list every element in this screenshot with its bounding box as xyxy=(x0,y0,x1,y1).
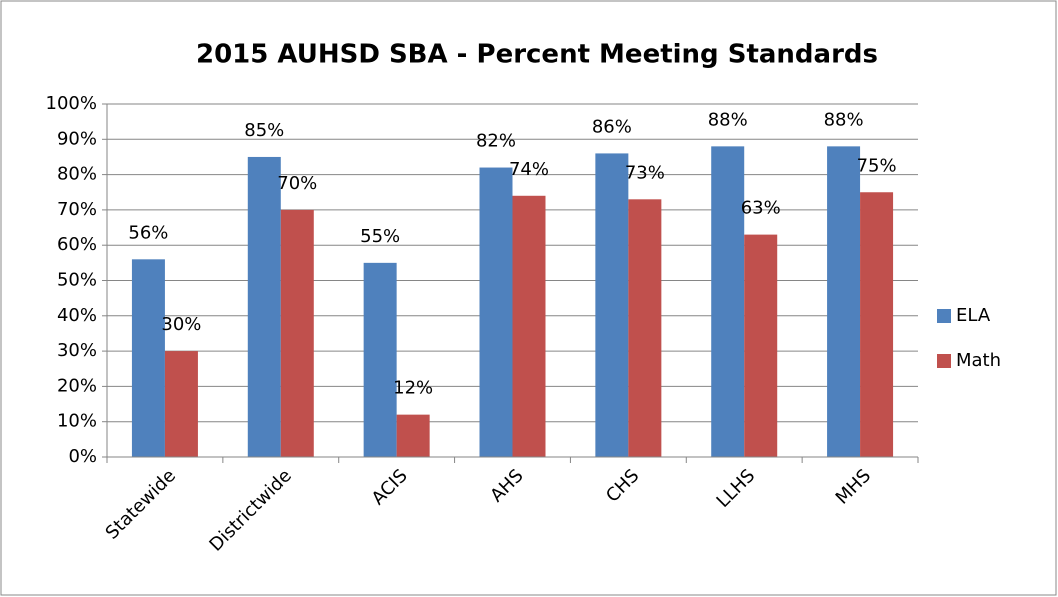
data-label: 85% xyxy=(244,120,284,141)
data-label: 12% xyxy=(393,378,433,399)
y-tick-label: 90% xyxy=(57,128,97,149)
bar xyxy=(247,156,281,457)
y-tick-label: 50% xyxy=(57,270,97,291)
y-tick-label: 20% xyxy=(57,375,97,396)
legend-label: ELA xyxy=(956,305,991,326)
data-label: 63% xyxy=(741,198,781,219)
data-label: 82% xyxy=(476,131,516,152)
data-label: 86% xyxy=(592,116,632,137)
bar xyxy=(131,259,165,457)
data-label: 56% xyxy=(128,222,168,243)
y-tick-label: 40% xyxy=(57,305,97,326)
data-label: 30% xyxy=(161,314,201,335)
y-tick-label: 30% xyxy=(57,340,97,361)
y-tick-label: 10% xyxy=(57,411,97,432)
data-label: 88% xyxy=(708,109,748,130)
bar xyxy=(595,153,629,458)
bar xyxy=(280,209,314,457)
legend-swatch xyxy=(937,309,951,323)
y-tick-label: 0% xyxy=(68,446,97,467)
data-label: 88% xyxy=(824,109,864,130)
bar xyxy=(628,199,662,457)
data-label: 75% xyxy=(857,155,897,176)
bar xyxy=(479,167,513,458)
data-label: 55% xyxy=(360,226,400,247)
bar xyxy=(396,414,430,457)
data-label: 73% xyxy=(625,162,665,183)
legend-swatch xyxy=(937,354,951,368)
bar xyxy=(164,351,198,457)
data-label: 74% xyxy=(509,159,549,180)
y-tick-label: 60% xyxy=(57,234,97,255)
bar xyxy=(744,234,778,457)
bar xyxy=(827,146,861,458)
bar xyxy=(711,146,745,458)
chart-title: 2015 AUHSD SBA - Percent Meeting Standar… xyxy=(196,40,878,70)
y-tick-label: 100% xyxy=(46,93,97,114)
bar xyxy=(860,192,894,457)
y-tick-label: 80% xyxy=(57,164,97,185)
bar xyxy=(512,195,546,457)
legend-label: Math xyxy=(956,350,1001,371)
bar xyxy=(363,262,397,457)
data-label: 70% xyxy=(277,173,317,194)
y-tick-label: 70% xyxy=(57,199,97,220)
